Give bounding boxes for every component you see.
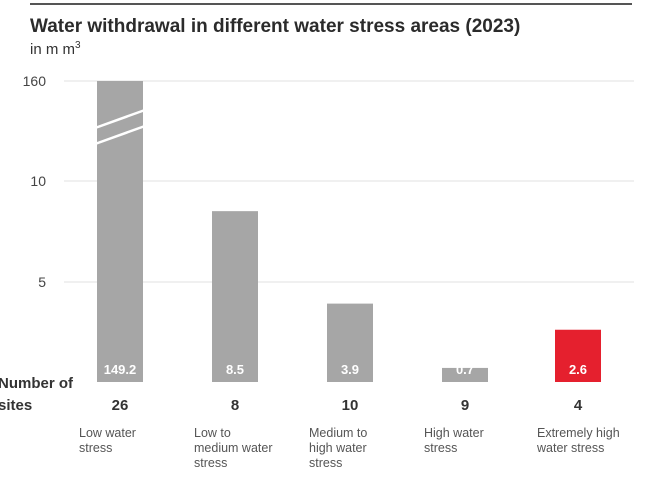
category-label: Medium to (309, 426, 367, 440)
sites-row-label: Number of (0, 375, 74, 392)
top-rule (30, 3, 632, 5)
category-label: High water (424, 426, 484, 440)
bar-value-label: 149.2 (104, 362, 137, 377)
sites-count: 9 (461, 397, 469, 414)
subtitle-unit-exponent: 3 (75, 40, 81, 51)
category-label: water stress (536, 441, 604, 455)
category-label: high water (309, 441, 367, 455)
y-tick-label: 10 (30, 173, 46, 189)
sites-row-label: sites (0, 397, 32, 414)
category-label: stress (424, 441, 457, 455)
bar (442, 367, 488, 382)
chart-title: Water withdrawal in different water stre… (30, 16, 521, 37)
bar (327, 303, 373, 382)
bar-value-label: 2.6 (569, 362, 587, 377)
bar (212, 211, 258, 382)
y-tick-label: 160 (23, 73, 47, 89)
sites-count: 10 (342, 397, 359, 414)
sites-count: 26 (112, 397, 129, 414)
axis-break-mark (94, 124, 146, 146)
category-label: medium water (194, 441, 273, 455)
y-tick-label: 5 (38, 274, 46, 290)
bar (97, 81, 143, 382)
bar-value-label: 0.7 (456, 362, 474, 377)
axis-break-mark (94, 108, 146, 130)
bar-value-label: 3.9 (341, 362, 359, 377)
category-label: stress (194, 456, 227, 470)
category-label: stress (309, 456, 342, 470)
sites-count: 8 (231, 397, 239, 414)
chart-subtitle: in m m3 (30, 40, 81, 58)
bar-value-label: 8.5 (226, 362, 244, 377)
sites-count: 4 (574, 397, 583, 414)
category-label: stress (79, 441, 112, 455)
bar (555, 329, 601, 382)
category-label: Extremely high (537, 426, 620, 440)
category-label: Low to (194, 426, 231, 440)
subtitle-unit: in m m (30, 41, 75, 58)
category-label: Low water (79, 426, 136, 440)
